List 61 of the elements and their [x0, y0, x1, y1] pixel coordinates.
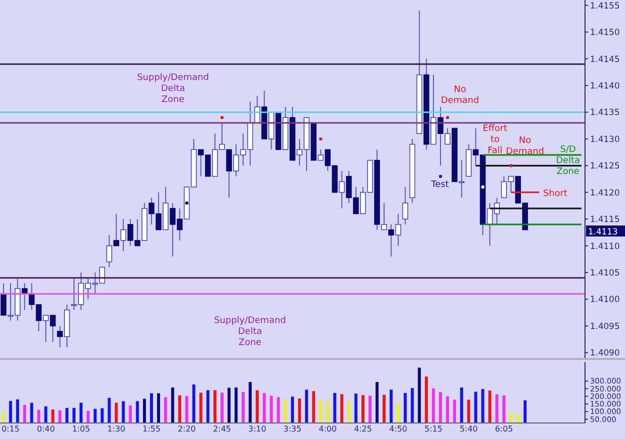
point	[185, 201, 188, 205]
annotation: Supply/Demand Delta Zone	[137, 73, 209, 105]
series-label: Short	[543, 188, 568, 199]
y-tick-label: 1.4095	[590, 322, 620, 332]
candlestick	[106, 234, 112, 268]
candlestick	[338, 170, 345, 209]
x-tick-label: 6:05	[494, 424, 513, 434]
y-tick-label: 1.4145	[590, 54, 620, 65]
x-tick-label: 4:00	[318, 424, 337, 434]
x-tick-label: 4:50	[389, 424, 408, 434]
candlestick	[444, 128, 450, 145]
candlestick	[113, 213, 120, 246]
point	[319, 137, 322, 141]
candlestick	[458, 160, 465, 198]
candlestick	[50, 314, 56, 342]
candlestick	[56, 325, 63, 348]
candlestick	[318, 149, 324, 161]
y-tick-label: 1.4105	[590, 268, 620, 279]
point	[438, 174, 442, 178]
y-tick-label: 1.4115	[590, 215, 620, 226]
point	[446, 116, 450, 120]
x-tick-label: 3:35	[284, 424, 302, 434]
annotation: Test	[430, 180, 450, 190]
x-tick-label: 3:10	[248, 424, 266, 434]
x-tick-label: 1:30	[107, 424, 126, 434]
y-tick-label: 1.4110	[590, 242, 620, 252]
annotation: Effort to Fall	[482, 124, 508, 156]
candlestick	[402, 186, 408, 225]
candlestick	[42, 314, 49, 342]
y-tick-label: 1.4135	[590, 108, 620, 118]
x-tick-label: 2:45	[213, 424, 231, 434]
y-tick-label: 1.4130	[590, 134, 620, 145]
x-tick-label: 1:55	[142, 424, 161, 434]
x-tick-label: 5:15	[424, 424, 442, 434]
candlestick	[438, 106, 444, 166]
y-tick-label: 1.4125	[590, 162, 620, 172]
candlestick	[0, 282, 6, 316]
candlestick	[388, 224, 394, 257]
point	[509, 164, 513, 168]
point	[220, 116, 224, 120]
point	[481, 185, 484, 189]
x-tick-label: 5:40	[460, 424, 478, 434]
x-tick-label: 0:15	[2, 424, 20, 434]
y-tick-label: 1.4155	[590, 1, 620, 12]
y-tick-label: 1.4120	[590, 188, 620, 198]
candlestick	[120, 218, 126, 252]
x-tick-label: 2:20	[178, 424, 196, 434]
y-tick-label: 1.4090	[590, 348, 620, 359]
y-tick-label: 1.4150	[590, 28, 620, 38]
annotation: Supply/Demand Delta Zone	[214, 316, 286, 348]
x-tick-label: 1:05	[72, 424, 90, 434]
annotation: S/D Delta Zone	[556, 145, 580, 177]
candlestick	[381, 202, 387, 230]
text: 1.4113	[588, 228, 618, 238]
x-tick-label: 4:25	[354, 424, 372, 434]
x-tick-label: 0:40	[36, 424, 55, 434]
candlestick	[226, 149, 232, 198]
y-tick-label: 1.4140	[590, 82, 620, 92]
y-tick-label: 1.4100	[590, 295, 620, 306]
annotation: No Demand	[440, 85, 480, 106]
candlestick	[395, 213, 402, 246]
